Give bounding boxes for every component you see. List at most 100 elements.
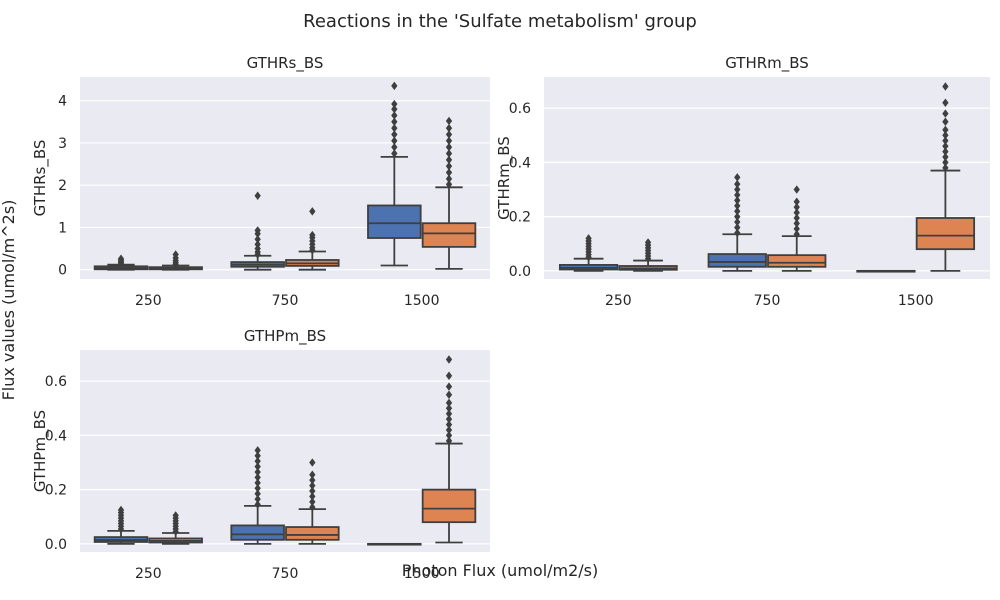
- outlier-point: [942, 152, 949, 162]
- outlier-point: [309, 503, 316, 512]
- box-1500-series-2: [421, 355, 477, 544]
- outlier-point: [793, 219, 800, 228]
- y-tick-label: 2: [58, 178, 67, 194]
- outlier-point: [117, 254, 125, 263]
- outlier-point: [734, 201, 741, 210]
- outlier-point: [391, 123, 398, 133]
- box-250-series-1: [93, 505, 149, 545]
- outlier-point: [309, 470, 316, 479]
- box-750-series-1: [230, 191, 285, 271]
- outlier-point: [391, 81, 398, 91]
- x-tick-label: 250: [135, 566, 162, 582]
- outlier-point: [391, 149, 398, 158]
- outlier-point: [942, 109, 949, 118]
- plot-area: [80, 77, 490, 279]
- outlier-point: [254, 467, 261, 477]
- outlier-point: [734, 179, 741, 189]
- subplot-1: 0 1 2 3 4 250 750 1500 GTHRs_BS GTHRs_BS: [31, 54, 490, 309]
- outlier-point: [391, 111, 398, 120]
- outlier-point: [254, 500, 261, 509]
- outlier-point: [254, 235, 261, 244]
- subplot-2: 0.0 0.2 0.4 0.6 250 750 1500 GTHRm_BS GTHRm_BS: [495, 54, 990, 309]
- outlier-point: [445, 398, 453, 408]
- outlier-point: [445, 168, 453, 177]
- outlier-point: [309, 207, 316, 216]
- x-tick-label: 250: [135, 293, 162, 309]
- outlier-point: [445, 382, 453, 391]
- outlier-point: [734, 228, 741, 238]
- box-750-series-1: [707, 173, 767, 272]
- outlier-point: [309, 475, 316, 485]
- iqr-box: [915, 217, 976, 251]
- outlier-point: [254, 473, 261, 482]
- y-tick-label: 1: [58, 220, 67, 236]
- outlier-point: [445, 436, 453, 446]
- outlier-point: [445, 371, 453, 380]
- figure-y-label: Flux values (umol/m^2s): [0, 200, 18, 401]
- outlier-point: [942, 136, 949, 145]
- outlier-point: [254, 484, 261, 493]
- box-250-series-2: [618, 238, 678, 272]
- outlier-point: [585, 234, 592, 243]
- outlier-point: [254, 240, 261, 249]
- box-750-series-1: [230, 446, 285, 545]
- outlier-point: [942, 98, 949, 107]
- outlier-point: [942, 141, 949, 151]
- outlier-point: [942, 82, 949, 91]
- outlier-point: [254, 191, 261, 200]
- outlier-point: [445, 130, 453, 139]
- outlier-point: [445, 180, 453, 189]
- box-1500-series-1: [856, 269, 916, 273]
- outlier-point: [254, 451, 261, 460]
- x-tick-label: 750: [272, 566, 299, 582]
- y-tick-label: 4: [58, 94, 67, 110]
- outlier-point: [445, 123, 453, 133]
- outlier-point: [254, 494, 261, 504]
- x-tick-label: 250: [605, 293, 632, 309]
- subplot-title: GTHRs_BS: [247, 54, 324, 73]
- outlier-point: [793, 197, 800, 206]
- outlier-point: [942, 131, 949, 140]
- outlier-point: [254, 462, 261, 471]
- outlier-point: [942, 147, 949, 156]
- iqr-box: [421, 488, 477, 524]
- outlier-point: [734, 212, 741, 221]
- outlier-point: [172, 511, 179, 520]
- iqr-box: [767, 254, 827, 268]
- outlier-point: [942, 158, 949, 167]
- outlier-point: [445, 161, 453, 171]
- outlier-point: [391, 117, 398, 126]
- outlier-point: [445, 404, 453, 413]
- outlier-point: [391, 99, 398, 109]
- box-1500-series-2: [421, 116, 477, 270]
- outlier-point: [734, 223, 741, 232]
- y-tick-label: 3: [58, 136, 67, 152]
- iqr-box: [285, 526, 340, 541]
- outlier-point: [793, 202, 800, 212]
- y-tick-label: 0.2: [509, 210, 531, 226]
- outlier-point: [445, 174, 453, 184]
- subplot-title: GTHPm_BS: [244, 327, 326, 346]
- outlier-point: [445, 425, 453, 435]
- y-tick-label: 0.4: [509, 155, 531, 171]
- outlier-point: [793, 224, 800, 234]
- outlier-point: [445, 136, 453, 146]
- outlier-point: [942, 125, 949, 135]
- outlier-point: [734, 185, 741, 194]
- outlier-point: [445, 149, 453, 158]
- outlier-point: [309, 481, 316, 490]
- outlier-point: [793, 185, 800, 194]
- y-axis-label: GTHRs_BS: [31, 140, 50, 217]
- outlier-point: [734, 207, 741, 216]
- outlier-point: [734, 190, 741, 200]
- outlier-point: [445, 142, 453, 152]
- outlier-point: [254, 226, 261, 235]
- box-750-series-2: [285, 458, 340, 545]
- outlier-point: [254, 456, 261, 466]
- outlier-point: [445, 409, 453, 418]
- x-tick-label: 1500: [404, 566, 440, 582]
- y-tick-label: 0.6: [45, 374, 67, 390]
- box-250-series-1: [93, 254, 149, 271]
- iqr-box: [707, 253, 767, 268]
